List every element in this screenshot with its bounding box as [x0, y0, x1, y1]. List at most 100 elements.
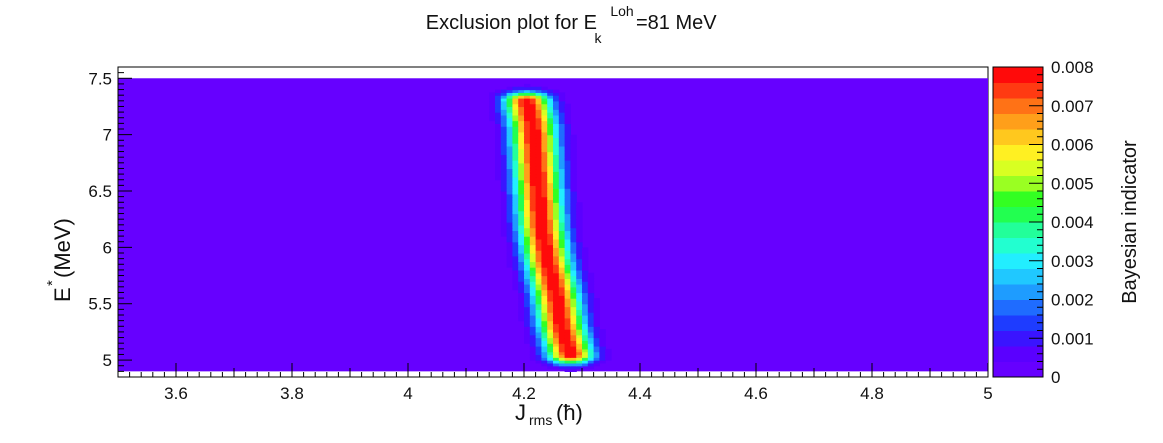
heatmap-cell [553, 315, 560, 319]
heatmap-cell [547, 269, 554, 274]
heatmap-cell [553, 137, 560, 141]
heatmap-cell [541, 253, 548, 257]
heatmap-cell [582, 303, 589, 308]
heatmap-cell [587, 281, 595, 285]
heatmap-cell [541, 213, 548, 217]
heatmap-cell [576, 315, 583, 319]
heatmap-cell [529, 86, 537, 91]
heatmap-cell [547, 362, 554, 367]
heatmap-cell [535, 255, 542, 260]
heatmap-cell [518, 213, 525, 217]
heatmap-cell [564, 289, 571, 294]
heatmap-cell [553, 134, 560, 139]
heatmap-cell [570, 306, 577, 310]
heatmap-cell [541, 292, 548, 296]
heatmap-cell [529, 269, 537, 274]
heatmap-cell [558, 346, 566, 350]
heatmap-cell [576, 337, 583, 341]
heatmap-cell [605, 351, 612, 356]
heatmap-cell [529, 151, 537, 155]
heatmap-cell [518, 182, 525, 186]
heatmap-cell [547, 123, 554, 127]
heatmap-cell [564, 202, 571, 206]
heatmap-cell [558, 300, 566, 305]
heatmap-cell [576, 343, 583, 347]
heatmap-cell [535, 196, 542, 201]
heatmap-cell [512, 179, 519, 184]
heatmap-cell [553, 227, 560, 232]
heatmap-cell [518, 286, 525, 291]
heatmap-cell [564, 244, 571, 248]
heatmap-cell [593, 323, 600, 327]
heatmap-cell [553, 157, 560, 161]
heatmap-cell [553, 140, 560, 144]
heatmap-cell [500, 151, 508, 155]
heatmap-cell [541, 360, 548, 364]
heatmap-cell [524, 199, 531, 203]
heatmap-cell [593, 340, 600, 344]
heatmap-cell [529, 222, 537, 226]
heatmap-cell [506, 233, 513, 237]
heatmap-cell [587, 351, 595, 356]
heatmap-cell [547, 357, 554, 361]
heatmap-cell [535, 303, 542, 308]
heatmap-cell [553, 362, 560, 367]
heatmap-cell [576, 269, 583, 274]
heatmap-cell [553, 346, 560, 350]
heatmap-cell [547, 250, 554, 254]
heatmap-cell [500, 202, 508, 206]
colorbar-bin [993, 222, 1043, 238]
heatmap-cell [564, 137, 571, 141]
heatmap-cell [582, 346, 589, 350]
heatmap-cell [541, 230, 548, 234]
heatmap-cell [518, 157, 525, 161]
heatmap-cell [570, 188, 577, 192]
heatmap-cell [570, 157, 577, 161]
heatmap-cell [529, 247, 537, 251]
heatmap-cell [547, 351, 554, 356]
heatmap-cell [506, 120, 513, 124]
heatmap-cell [529, 258, 537, 263]
heatmap-cell [582, 261, 589, 265]
heatmap-cell [524, 227, 531, 232]
y-tick-label: 6.5 [88, 182, 112, 201]
heatmap-cell [535, 216, 542, 220]
heatmap-cell [564, 309, 571, 313]
heatmap-cell [564, 129, 571, 133]
heatmap-cell [547, 326, 554, 330]
heatmap-cell [547, 348, 554, 353]
heatmap-cell [564, 323, 571, 327]
heatmap-cell [553, 199, 560, 203]
heatmap-cell [518, 284, 525, 288]
heatmap-cell [512, 160, 519, 164]
heatmap-cell [587, 300, 595, 305]
heatmap-cell [529, 196, 537, 201]
heatmap-cell [512, 86, 519, 91]
heatmap-cell [564, 326, 571, 330]
heatmap-cell [489, 95, 496, 99]
heatmap-cell [524, 315, 531, 319]
heatmap-cell [558, 261, 566, 265]
heatmap-cell [541, 92, 548, 96]
heatmap-cell [535, 281, 542, 285]
heatmap-cell [535, 126, 542, 130]
heatmap-cell [518, 109, 525, 113]
heatmap-cell [535, 162, 542, 167]
heatmap-cell [570, 224, 577, 229]
heatmap-cell [506, 213, 513, 217]
heatmap-cell [518, 236, 525, 240]
heatmap-cell [547, 213, 554, 217]
heatmap-cell [570, 182, 577, 186]
heatmap-cell [564, 160, 571, 164]
heatmap-cell [541, 278, 548, 282]
heatmap-cell [535, 298, 542, 302]
heatmap-cell [512, 230, 519, 234]
heatmap-cell [553, 320, 560, 325]
heatmap-cell [570, 213, 577, 217]
heatmap-cell [570, 289, 577, 294]
heatmap-cell [558, 140, 566, 144]
heatmap-cell [558, 95, 566, 99]
heatmap-cell [582, 351, 589, 356]
heatmap-cell [489, 106, 496, 110]
colorbar-bin [993, 315, 1043, 331]
